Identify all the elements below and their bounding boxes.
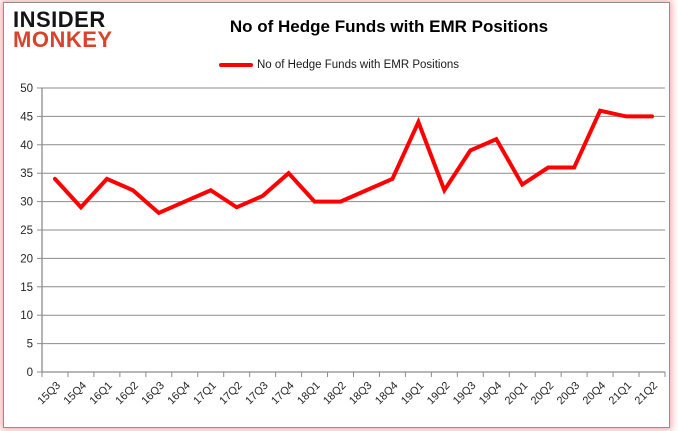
legend-label: No of Hedge Funds with EMR Positions	[257, 59, 459, 71]
legend: No of Hedge Funds with EMR Positions	[0, 59, 678, 71]
legend-line-swatch	[219, 63, 253, 67]
x-axis-label: 19Q3	[451, 380, 479, 408]
y-axis-label: 20	[20, 253, 33, 265]
y-axis-label: 25	[20, 225, 33, 237]
x-axis-label: 21Q1	[607, 380, 635, 408]
x-axis-label: 18Q3	[347, 380, 375, 408]
x-axis-label: 15Q4	[62, 380, 90, 408]
x-axis-label: 19Q4	[477, 380, 505, 408]
y-axis-label: 0	[27, 367, 33, 379]
y-axis-label: 45	[20, 111, 33, 123]
x-axis-label: 16Q3	[139, 380, 167, 408]
x-axis-label: 16Q4	[165, 380, 193, 408]
x-axis-label: 20Q3	[555, 380, 583, 408]
x-axis-label: 15Q3	[36, 380, 64, 408]
y-axis-label: 40	[20, 140, 33, 152]
x-axis-label: 18Q2	[321, 380, 349, 408]
y-axis-label: 5	[27, 339, 33, 351]
x-axis-label: 19Q2	[425, 380, 453, 408]
y-axis-label: 35	[20, 168, 33, 180]
logo-line-monkey: MONKEY	[13, 27, 113, 53]
x-axis-label: 18Q1	[295, 380, 323, 408]
x-axis-label: 16Q2	[113, 380, 141, 408]
y-axis-label: 15	[20, 282, 33, 294]
x-axis-label: 18Q4	[373, 380, 401, 408]
x-axis-label: 20Q4	[581, 380, 609, 408]
x-axis-label: 20Q2	[529, 380, 557, 408]
insider-monkey-logo: INSIDER MONKEY	[13, 7, 113, 53]
y-axis-label: 10	[20, 310, 33, 322]
logo-line-insider: INSIDER	[13, 7, 106, 32]
x-axis-label: 17Q2	[217, 380, 245, 408]
series-line	[52, 108, 655, 216]
x-axis-label: 17Q3	[243, 380, 271, 408]
x-axis-label: 20Q1	[503, 380, 531, 408]
chart-title: No of Hedge Funds with EMR Positions	[229, 17, 549, 36]
x-axis-label: 17Q4	[269, 380, 297, 408]
x-axis-label: 19Q1	[399, 380, 427, 408]
chart-frame	[3, 2, 670, 428]
x-axis-label: 21Q2	[633, 380, 661, 408]
y-axis-label: 50	[20, 83, 33, 95]
x-axis-label: 16Q1	[87, 380, 115, 408]
x-axis-label: 17Q1	[191, 380, 219, 408]
y-axis-label: 30	[20, 197, 33, 209]
